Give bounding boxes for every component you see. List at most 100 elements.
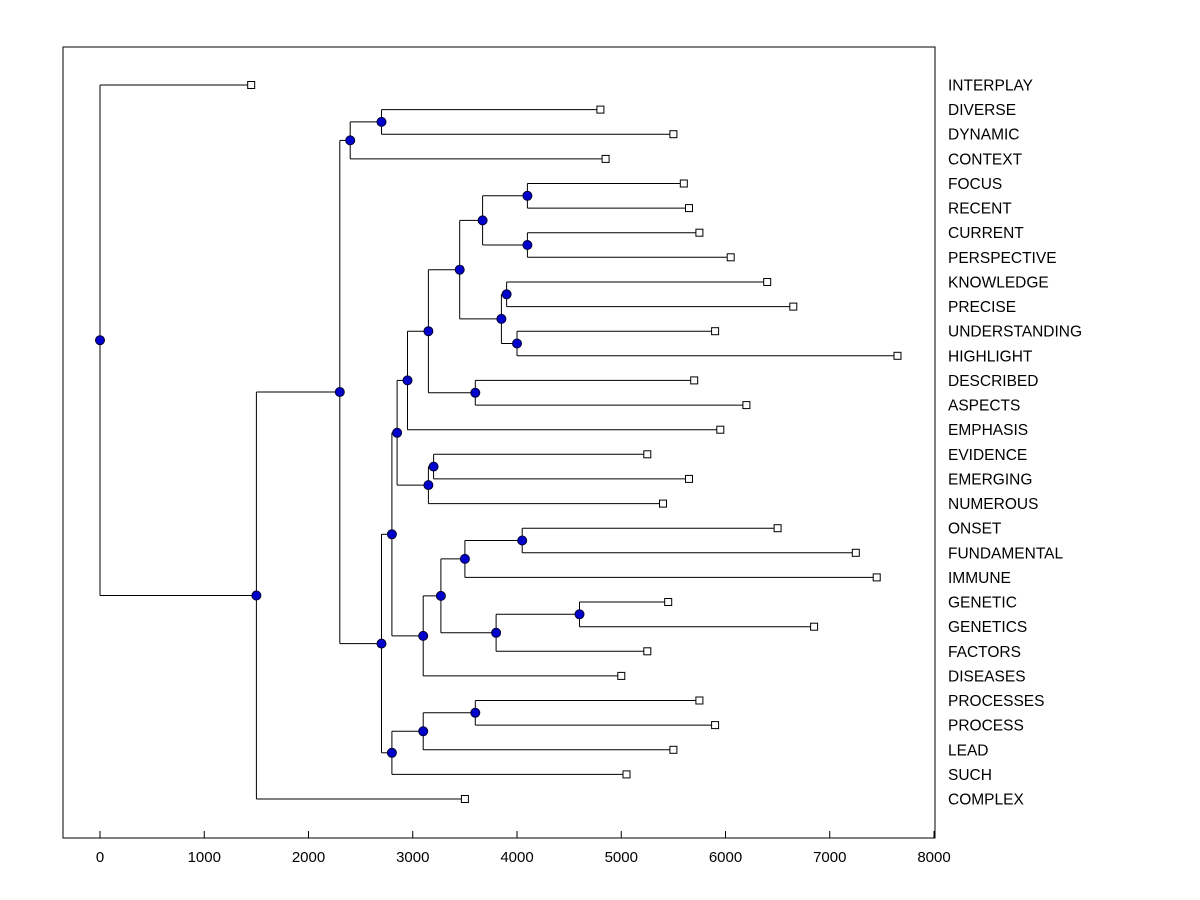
leaf-marker xyxy=(643,450,652,459)
leaf-marker xyxy=(669,745,678,754)
internal-node-marker xyxy=(517,535,528,546)
leaf-label: FOCUS xyxy=(948,176,1002,193)
leaf-marker xyxy=(716,425,725,434)
leaf-marker xyxy=(690,376,699,385)
x-tick-label: 7000 xyxy=(813,849,846,866)
leaf-marker xyxy=(711,327,720,336)
leaf-label: LEAD xyxy=(948,742,989,759)
leaf-marker xyxy=(711,721,720,730)
x-tick-label: 6000 xyxy=(709,849,742,866)
leaf-marker xyxy=(726,253,735,262)
leaf-marker xyxy=(742,401,751,410)
leaf-label: FACTORS xyxy=(948,644,1021,661)
leaf-marker xyxy=(247,81,256,89)
x-tick-label: 4000 xyxy=(500,849,533,866)
internal-node-marker xyxy=(501,289,512,300)
internal-node-marker xyxy=(470,707,481,718)
internal-node-marker xyxy=(423,480,434,491)
leaf-marker xyxy=(617,671,626,680)
leaf-marker xyxy=(685,204,693,213)
leaf-label: DESCRIBED xyxy=(948,373,1038,390)
internal-node-marker xyxy=(376,116,387,127)
internal-node-marker xyxy=(95,335,105,346)
leaf-label: PRECISE xyxy=(948,299,1016,316)
internal-node-marker xyxy=(376,638,387,649)
leaf-label: PROCESS xyxy=(948,718,1024,735)
internal-node-marker xyxy=(428,461,439,472)
internal-node-marker xyxy=(251,590,262,601)
leaf-marker xyxy=(773,524,782,533)
internal-node-marker xyxy=(423,326,434,337)
internal-node-marker xyxy=(386,747,397,758)
leaf-label: CONTEXT xyxy=(948,151,1023,168)
leaf-label: EVIDENCE xyxy=(948,447,1027,464)
internal-node-marker xyxy=(418,726,429,737)
leaf-label: HIGHLIGHT xyxy=(948,348,1033,365)
internal-node-marker xyxy=(418,630,429,641)
leaf-marker xyxy=(669,130,678,139)
leaf-label: DYNAMIC xyxy=(948,127,1019,144)
leaf-label: PROCESSES xyxy=(948,693,1044,710)
leaf-marker xyxy=(810,622,819,631)
leaf-marker xyxy=(643,647,652,656)
leaf-label: SUCH xyxy=(948,767,992,784)
x-tick-label: 3000 xyxy=(396,849,429,866)
leaf-marker xyxy=(622,770,631,779)
leaf-label: EMPHASIS xyxy=(948,422,1028,439)
internal-node-marker xyxy=(459,553,470,564)
leaf-label: GENETIC xyxy=(948,595,1017,612)
leaf-marker xyxy=(695,228,704,237)
leaf-marker xyxy=(893,351,902,360)
leaf-marker xyxy=(851,548,860,557)
x-tick-label: 8000 xyxy=(917,849,950,866)
leaf-label: DIVERSE xyxy=(948,102,1016,119)
internal-node-marker xyxy=(454,264,465,275)
internal-node-marker xyxy=(435,590,446,601)
internal-node-marker xyxy=(334,387,345,397)
leaf-marker xyxy=(789,302,798,311)
leaf-label: PERSPECTIVE xyxy=(948,250,1057,267)
leaf-label: ONSET xyxy=(948,521,1002,538)
leaf-label: FUNDAMENTAL xyxy=(948,545,1063,562)
internal-node-marker xyxy=(402,375,413,386)
leaf-marker xyxy=(460,795,469,803)
leaf-label: UNDERSTANDING xyxy=(948,324,1082,341)
leaf-label: COMPLEX xyxy=(948,792,1024,809)
leaf-label: CURRENT xyxy=(948,225,1024,242)
internal-node-marker xyxy=(477,215,488,226)
internal-node-marker xyxy=(345,135,356,146)
leaf-label: KNOWLEDGE xyxy=(948,275,1049,292)
internal-node-marker xyxy=(512,338,522,349)
leaf-label: RECENT xyxy=(948,201,1012,218)
leaf-marker xyxy=(601,154,610,163)
x-tick-label: 5000 xyxy=(605,849,638,866)
leaf-label: NUMEROUS xyxy=(948,496,1038,513)
x-tick-label: 1000 xyxy=(188,849,221,866)
leaf-label: INTERPLAY xyxy=(948,78,1033,95)
leaf-label: IMMUNE xyxy=(948,570,1011,587)
internal-node-marker xyxy=(574,609,585,620)
internal-node-marker xyxy=(470,387,481,398)
leaf-marker xyxy=(685,474,693,483)
internal-node-marker xyxy=(522,240,533,250)
leaf-label: ASPECTS xyxy=(948,398,1020,415)
internal-node-marker xyxy=(491,627,502,638)
internal-node-marker xyxy=(392,427,403,438)
x-tick-label: 0 xyxy=(96,849,104,866)
leaf-marker xyxy=(763,278,772,286)
leaf-marker xyxy=(872,573,881,582)
leaf-label: DISEASES xyxy=(948,668,1026,685)
x-tick-label: 2000 xyxy=(292,849,325,866)
plot-area xyxy=(62,46,936,839)
leaf-marker xyxy=(695,696,704,705)
leaf-marker xyxy=(679,179,688,188)
leaf-label: GENETICS xyxy=(948,619,1027,636)
internal-node-marker xyxy=(386,529,397,540)
leaf-label: EMERGING xyxy=(948,471,1032,488)
leaf-marker xyxy=(596,105,605,114)
internal-node-marker xyxy=(522,190,533,201)
internal-node-marker xyxy=(496,313,507,324)
leaf-marker xyxy=(659,499,667,508)
